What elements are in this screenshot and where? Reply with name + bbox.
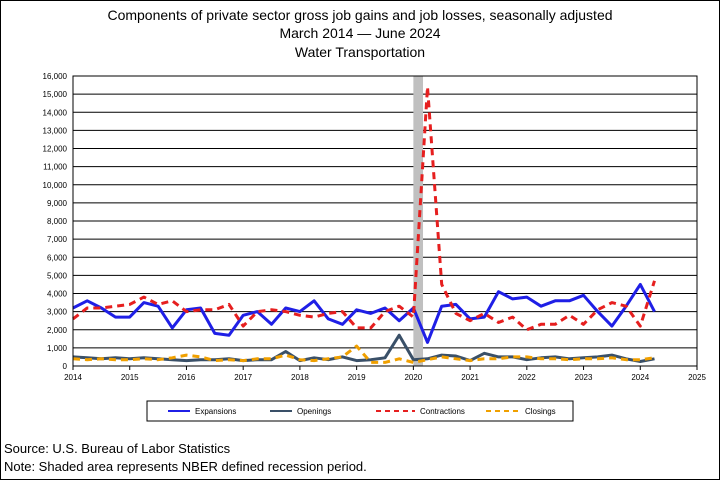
y-tick-label: 12,000 xyxy=(43,145,68,154)
x-tick-label: 2018 xyxy=(291,373,309,382)
x-tick-label: 2021 xyxy=(461,373,479,382)
recession-note: Note: Shaded area represents NBER define… xyxy=(4,459,367,474)
source-note: Source: U.S. Bureau of Labor Statistics xyxy=(4,441,231,456)
series-layer xyxy=(72,85,656,364)
y-tick-label: 14,000 xyxy=(43,108,68,117)
grid-layer xyxy=(73,75,697,367)
x-tick-label: 2014 xyxy=(64,373,82,382)
x-tick-label: 2015 xyxy=(121,373,139,382)
legend-label-closings: Closings xyxy=(525,407,556,416)
y-tick-label: 13,000 xyxy=(43,126,68,135)
y-tick-label: 7,000 xyxy=(47,235,68,244)
y-tick-label: 5,000 xyxy=(47,271,68,280)
x-tick-label: 2023 xyxy=(575,373,593,382)
y-tick-label: 10,000 xyxy=(43,181,68,190)
recession-band xyxy=(413,76,424,366)
legend-label-openings: Openings xyxy=(297,407,331,416)
series-line-expansions xyxy=(72,282,656,344)
series-line-closings xyxy=(72,344,655,364)
legend-box xyxy=(146,400,574,422)
x-tick-label: 2025 xyxy=(688,373,706,382)
series-line-contractions xyxy=(72,85,656,332)
y-tick-label: 8,000 xyxy=(47,217,68,226)
legend-label-contractions: Contractions xyxy=(420,407,465,416)
y-tick-label: 9,000 xyxy=(47,199,68,208)
x-tick-label: 2016 xyxy=(178,373,196,382)
axis-layer: 0 1,000 2,000 3,000 4,000 5,000 6,000 7,000 8,00… xyxy=(43,72,707,382)
x-tick-label: 2024 xyxy=(631,373,649,382)
legend-label-expansions: Expansions xyxy=(195,407,236,416)
y-tick-label: 4,000 xyxy=(47,290,68,299)
plot-area-border xyxy=(72,75,698,367)
y-tick-label: 6,000 xyxy=(47,253,68,262)
y-tick-label: 15,000 xyxy=(43,90,68,99)
y-tick-label: 16,000 xyxy=(43,72,68,81)
x-tick-label: 2022 xyxy=(518,373,536,382)
x-tick-label: 2019 xyxy=(348,373,366,382)
recession-layer xyxy=(413,76,424,366)
x-tick-label: 2020 xyxy=(404,373,422,382)
x-tick-label: 2017 xyxy=(234,373,252,382)
y-tick-label: 0 xyxy=(63,362,68,371)
y-tick-label: 1,000 xyxy=(47,344,68,353)
legend: Expansions Openings Contractions Closings xyxy=(146,400,574,422)
y-tick-label: 3,000 xyxy=(47,308,68,317)
chart-series-subject: Water Transportation xyxy=(294,44,426,60)
y-tick-label: 2,000 xyxy=(47,326,68,335)
chart-subtitle: March 2014 — June 2024 xyxy=(279,25,441,41)
chart-title: Components of private sector gross job g… xyxy=(107,7,613,23)
y-tick-label: 11,000 xyxy=(43,163,67,172)
